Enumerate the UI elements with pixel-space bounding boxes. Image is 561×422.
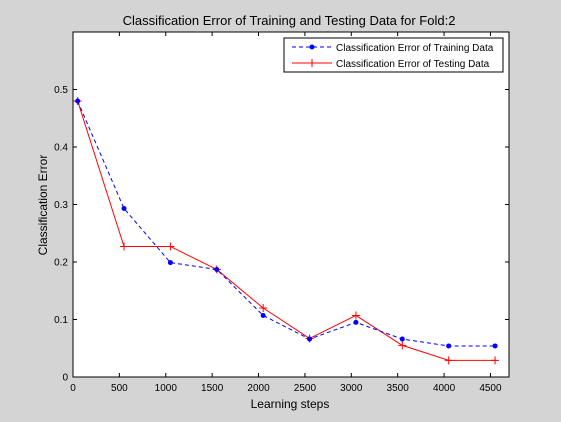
- data-point-testing: [491, 356, 500, 365]
- data-point-training: [353, 319, 359, 325]
- x-axis-label: Learning steps: [251, 397, 330, 411]
- y-tick-label: 0.4: [54, 143, 68, 154]
- legend-label-testing: Classification Error of Testing Data: [336, 59, 490, 70]
- legend-label-training: Classification Error of Training Data: [336, 43, 494, 54]
- legend-box: [283, 37, 504, 73]
- series-line-testing: [77, 100, 496, 361]
- y-tick-label: 0.5: [54, 85, 68, 96]
- data-point-training: [446, 343, 452, 349]
- axes-box: [72, 31, 510, 378]
- series-layer: [73, 97, 500, 365]
- x-tick-label: 4500: [479, 383, 502, 394]
- x-tick-label: 2000: [247, 383, 270, 394]
- data-point-testing: [398, 341, 407, 350]
- y-tick-label: 0.3: [54, 200, 68, 211]
- data-point-training: [307, 336, 313, 342]
- data-point-testing: [351, 311, 360, 320]
- x-tick-label: 1500: [201, 383, 224, 394]
- data-point-training: [75, 98, 81, 104]
- x-tick-label: 4000: [433, 383, 456, 394]
- y-axis-label: Classification Error: [36, 155, 50, 256]
- y-tick-label: 0.2: [54, 258, 68, 269]
- x-tick-label: 500: [111, 383, 128, 394]
- data-point-testing: [120, 242, 129, 251]
- y-tick-label: 0: [62, 373, 68, 384]
- data-point-training: [260, 312, 266, 318]
- data-point-training: [214, 266, 220, 272]
- data-point-training: [121, 206, 127, 212]
- legend-marker-training: [309, 44, 315, 50]
- data-point-training: [492, 343, 498, 349]
- x-tick-label: 3000: [340, 383, 363, 394]
- data-point-testing: [259, 304, 268, 312]
- data-point-training: [399, 336, 405, 342]
- x-axis-ticks: 0 500 1000 1500 2000 2500 3000 3500 4000 4500: [70, 32, 502, 394]
- x-tick-label: 1000: [155, 383, 178, 394]
- data-point-testing: [166, 242, 175, 251]
- data-point-training: [167, 260, 173, 266]
- chart-title: Classification Error of Training and Tes…: [123, 13, 456, 28]
- x-tick-label: 3500: [387, 383, 410, 394]
- legend: Classification Error of Training Data Cl…: [283, 37, 504, 73]
- x-tick-label: 2500: [294, 383, 317, 394]
- legend-marker-testing: [308, 59, 316, 67]
- data-point-testing: [444, 356, 453, 365]
- x-tick-label: 0: [70, 383, 76, 394]
- plot-area: [73, 32, 509, 377]
- y-tick-label: 0.1: [54, 315, 68, 326]
